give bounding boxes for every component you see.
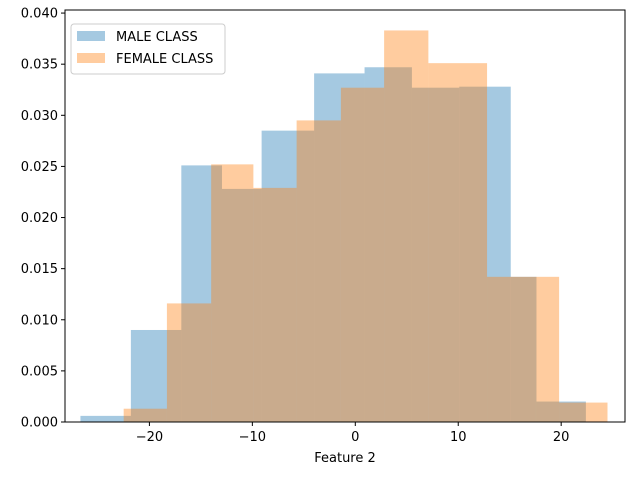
female-bar (384, 30, 429, 422)
male-bar (221, 188, 262, 422)
x-axis-label: Feature 2 (314, 451, 376, 466)
x-tick-label: −10 (239, 430, 266, 445)
male-bar (314, 73, 365, 422)
legend-swatch-female (77, 53, 105, 63)
male-bar (181, 165, 222, 423)
male-bar (364, 67, 412, 423)
female-bar (253, 187, 297, 422)
legend-label-female: FEMALE CLASS (116, 52, 213, 67)
male-bar (536, 401, 586, 422)
female-bar (428, 63, 488, 423)
y-tick-label: 0.010 (21, 313, 58, 328)
female-bar (123, 408, 167, 422)
y-tick-label: 0.040 (21, 7, 58, 22)
x-axis-ticks: −20 −10 0 10 20 (136, 422, 570, 445)
x-tick-label: 20 (553, 430, 570, 445)
y-tick-label: 0.005 (21, 364, 58, 379)
male-bar (411, 87, 460, 423)
male-bar (130, 329, 182, 422)
female-bar (296, 120, 341, 422)
x-tick-label: 0 (351, 430, 359, 445)
legend-box (70, 23, 226, 75)
male-bar (261, 130, 315, 422)
female-bar (535, 276, 560, 422)
female-bar (559, 402, 608, 422)
y-tick-label: 0.020 (21, 211, 58, 226)
legend: MALE CLASS FEMALE CLASS (70, 23, 226, 75)
y-tick-label: 0.000 (21, 416, 58, 431)
male-bar (80, 415, 131, 422)
legend-swatch-male (77, 31, 105, 41)
x-tick-label: −20 (136, 430, 163, 445)
female-bar (340, 87, 385, 423)
female-bar (211, 164, 254, 423)
legend-label-male: MALE CLASS (116, 30, 198, 45)
y-tick-label: 0.030 (21, 109, 58, 124)
axes-frame (64, 9, 626, 423)
y-tick-label: 0.015 (21, 262, 58, 277)
male-bar (459, 86, 511, 423)
female-bar (487, 276, 536, 422)
y-axis-ticks: 0.000 0.005 0.010 0.015 0.020 0.025 0.030 0.035… (21, 7, 65, 431)
male-bar (510, 276, 537, 422)
bars-layer (80, 30, 608, 423)
y-tick-label: 0.025 (21, 160, 58, 175)
y-tick-label: 0.035 (21, 58, 58, 73)
female-bar (166, 303, 212, 422)
x-tick-label: 10 (450, 430, 467, 445)
